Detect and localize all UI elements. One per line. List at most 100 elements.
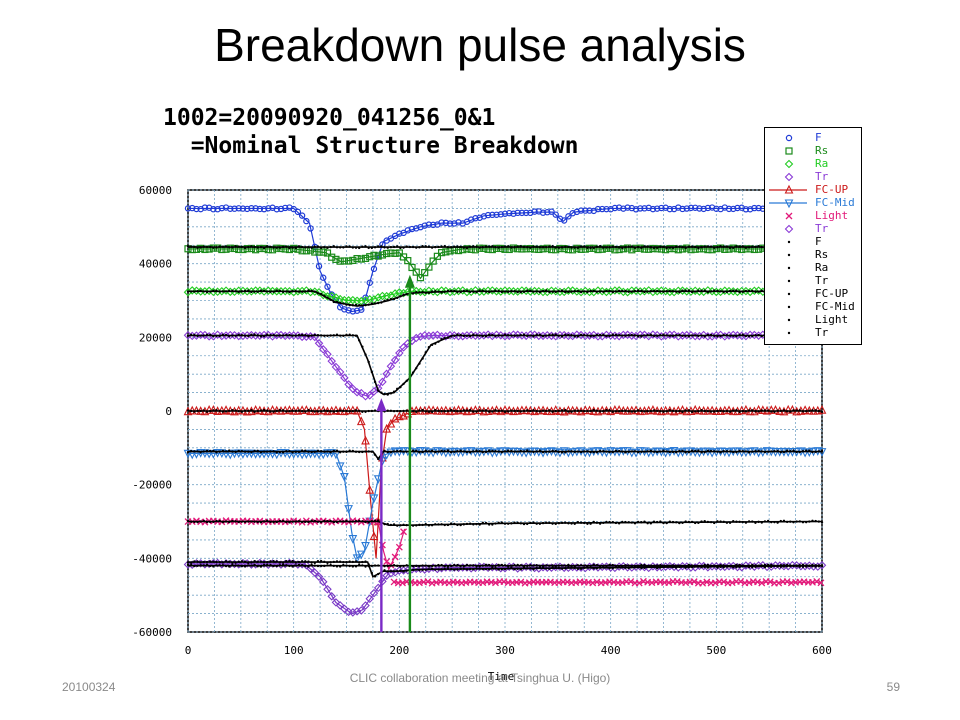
data-point: [217, 286, 227, 296]
data-point: [297, 560, 301, 564]
data-point: [665, 564, 668, 568]
data-point: [560, 564, 564, 567]
data-point: [624, 409, 627, 412]
data-point: [335, 520, 339, 524]
data-point: [795, 450, 798, 454]
data-point: [817, 450, 821, 453]
data-point: [773, 410, 776, 413]
data-point: [240, 245, 244, 249]
data-point: [497, 521, 500, 524]
data-point: [757, 565, 760, 568]
data-point: [402, 523, 405, 526]
data-point: [313, 450, 316, 454]
data-point: [228, 520, 231, 524]
data-point: [373, 302, 377, 305]
data-point: [386, 448, 396, 458]
data-point: [570, 290, 573, 293]
data-point: [586, 450, 589, 453]
data-point: [510, 564, 513, 568]
data-point: [506, 245, 510, 248]
data-point: [643, 520, 646, 523]
data-point: [418, 568, 421, 572]
data-point: [421, 244, 424, 248]
data-point: [532, 568, 535, 571]
data-point: [633, 334, 637, 337]
data-point: [307, 520, 310, 524]
data-point: [716, 520, 719, 523]
data-point: [300, 560, 304, 563]
data-point: [205, 449, 209, 453]
data-point: [243, 560, 247, 563]
data-point: [722, 290, 725, 294]
data-point: [586, 409, 589, 413]
data-point: [221, 449, 225, 453]
data-point: [728, 289, 732, 293]
data-point: [532, 521, 535, 524]
data-point: [519, 245, 523, 248]
data-point: [365, 484, 375, 494]
data-point: [643, 563, 646, 567]
data-point: [199, 564, 202, 567]
data-point: [297, 245, 301, 248]
data-point: [747, 409, 751, 412]
data-point: [535, 245, 538, 248]
data-point: [342, 334, 345, 337]
data-point: [712, 331, 721, 340]
data-point: [231, 519, 234, 523]
data-point: [551, 405, 561, 414]
data-point: [418, 362, 421, 365]
data-point: [262, 450, 266, 453]
data-point: [278, 519, 282, 523]
data-point: [696, 205, 703, 212]
data-point: [338, 246, 342, 249]
data-point: [497, 244, 505, 253]
data-point: [751, 565, 754, 569]
data-point: [484, 211, 492, 219]
data-point: [253, 290, 256, 293]
data-point: [272, 450, 275, 453]
data-point: [491, 449, 494, 453]
data-point: [408, 225, 416, 233]
data-point: [776, 409, 779, 412]
data-point: [655, 334, 659, 338]
data-point: [336, 257, 344, 265]
data-point: [415, 568, 418, 571]
data-point: [365, 594, 375, 604]
data-point: [446, 247, 454, 255]
data-point: [674, 450, 678, 454]
data-point: [202, 564, 206, 567]
data-point: [434, 408, 437, 412]
data-point: [354, 303, 358, 307]
data-point: [787, 253, 791, 257]
data-point: [560, 567, 564, 570]
data-point: [427, 524, 431, 527]
data-point: [259, 565, 263, 568]
data-point: [602, 246, 605, 249]
data-point: [491, 564, 494, 568]
data-point: [442, 248, 450, 256]
legend-label: Tr: [815, 326, 829, 339]
data-point: [266, 409, 269, 412]
legend-item: FC-Mid: [765, 196, 861, 209]
data-point: [266, 563, 269, 567]
data-point: [205, 410, 209, 413]
data-point: [709, 290, 713, 293]
data-point: [640, 563, 643, 567]
data-point: [370, 370, 374, 374]
data-point: [250, 561, 253, 564]
data-point: [646, 333, 649, 337]
data-point: [391, 249, 399, 257]
data-point: [316, 292, 320, 295]
data-point: [231, 450, 234, 453]
data-point: [703, 450, 706, 454]
data-point: [770, 520, 773, 524]
data-point: [697, 521, 700, 525]
data-point: [719, 451, 722, 454]
data-point: [318, 577, 328, 587]
data-point: [262, 563, 266, 567]
data-point: [687, 245, 691, 249]
data-point: [202, 450, 206, 453]
data-point: [732, 520, 735, 523]
data-point: [652, 520, 656, 523]
data-point: [348, 410, 351, 413]
